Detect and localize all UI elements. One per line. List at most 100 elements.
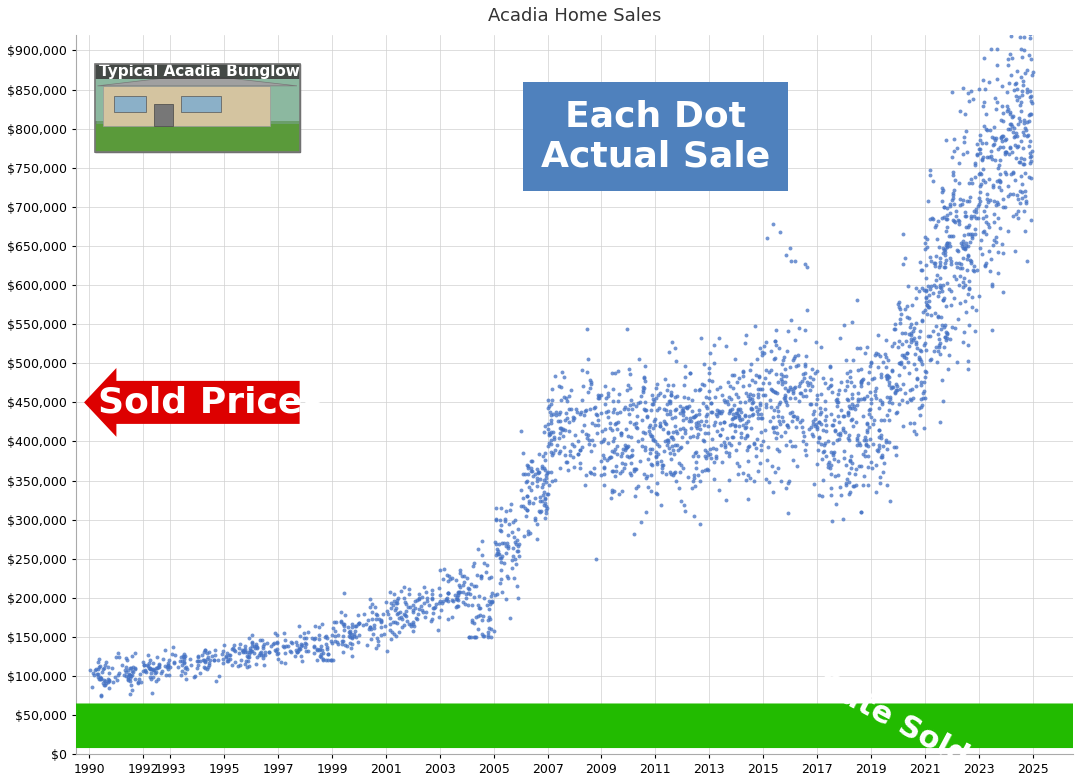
Point (596, 379, 613, 392)
Point (789, 380, 807, 393)
Point (972, 168, 989, 180)
Point (528, 463, 545, 475)
Point (832, 488, 849, 501)
Point (828, 393, 846, 405)
Point (948, 243, 966, 256)
Point (906, 347, 923, 360)
Point (720, 376, 738, 389)
Point (664, 430, 681, 443)
Point (888, 384, 905, 397)
Point (524, 465, 541, 477)
Point (404, 599, 421, 612)
Point (942, 255, 959, 267)
Point (1002, 168, 1020, 180)
Point (116, 669, 133, 681)
Point (963, 291, 981, 303)
Point (717, 494, 734, 506)
Point (518, 475, 536, 488)
Point (945, 145, 962, 158)
Point (746, 376, 764, 388)
Point (594, 448, 611, 461)
Point (861, 408, 878, 420)
Point (557, 392, 575, 405)
Point (717, 445, 734, 458)
Point (729, 404, 746, 416)
Point (834, 513, 851, 525)
Point (910, 401, 928, 414)
Point (523, 484, 540, 496)
Point (936, 331, 954, 343)
Point (565, 414, 582, 426)
Point (903, 383, 920, 395)
Point (786, 351, 804, 364)
Point (1015, 31, 1032, 43)
Point (418, 594, 435, 607)
Point (350, 618, 367, 630)
Point (150, 660, 167, 673)
Point (959, 363, 976, 376)
Point (901, 367, 918, 379)
Point (825, 413, 842, 426)
Point (910, 330, 928, 343)
Point (922, 309, 940, 321)
Point (711, 405, 728, 417)
Point (619, 430, 636, 442)
Point (400, 601, 417, 614)
Point (908, 372, 926, 385)
Point (622, 431, 639, 444)
Point (248, 641, 266, 653)
Point (1013, 169, 1030, 182)
Point (1005, 122, 1023, 134)
Point (648, 451, 665, 463)
Text: Each Dot
Actual Sale: Each Dot Actual Sale (541, 100, 770, 173)
Point (335, 619, 352, 632)
Point (960, 176, 977, 189)
Point (210, 654, 227, 666)
Point (314, 647, 332, 659)
Point (727, 407, 744, 419)
Point (692, 332, 710, 344)
Point (725, 369, 742, 382)
Point (615, 443, 632, 456)
Point (551, 421, 568, 434)
Point (829, 416, 847, 429)
Point (181, 653, 199, 666)
Point (831, 433, 848, 445)
Point (659, 427, 676, 440)
Point (362, 633, 379, 645)
Point (777, 389, 794, 401)
Point (217, 649, 234, 662)
Point (460, 583, 477, 595)
Point (573, 424, 591, 437)
Point (446, 588, 463, 601)
Point (955, 234, 972, 247)
Point (850, 429, 867, 441)
Point (595, 463, 612, 475)
Point (450, 586, 468, 598)
Point (901, 328, 918, 340)
Point (894, 378, 912, 390)
Point (927, 307, 944, 319)
Point (543, 383, 561, 395)
Point (543, 448, 561, 461)
Point (873, 429, 890, 441)
Point (836, 383, 853, 396)
Point (887, 323, 904, 336)
Title: Acadia Home Sales: Acadia Home Sales (488, 7, 661, 25)
Point (280, 640, 297, 652)
Point (623, 444, 640, 456)
Point (894, 420, 912, 433)
Point (489, 546, 507, 559)
Point (836, 426, 853, 438)
Point (367, 641, 384, 654)
Point (333, 615, 350, 628)
Point (1009, 212, 1026, 224)
Point (659, 436, 676, 448)
Point (880, 404, 897, 416)
Point (471, 609, 488, 622)
Point (936, 319, 954, 332)
Point (879, 373, 896, 386)
Point (987, 198, 1004, 211)
Point (401, 618, 418, 630)
Point (923, 212, 941, 225)
